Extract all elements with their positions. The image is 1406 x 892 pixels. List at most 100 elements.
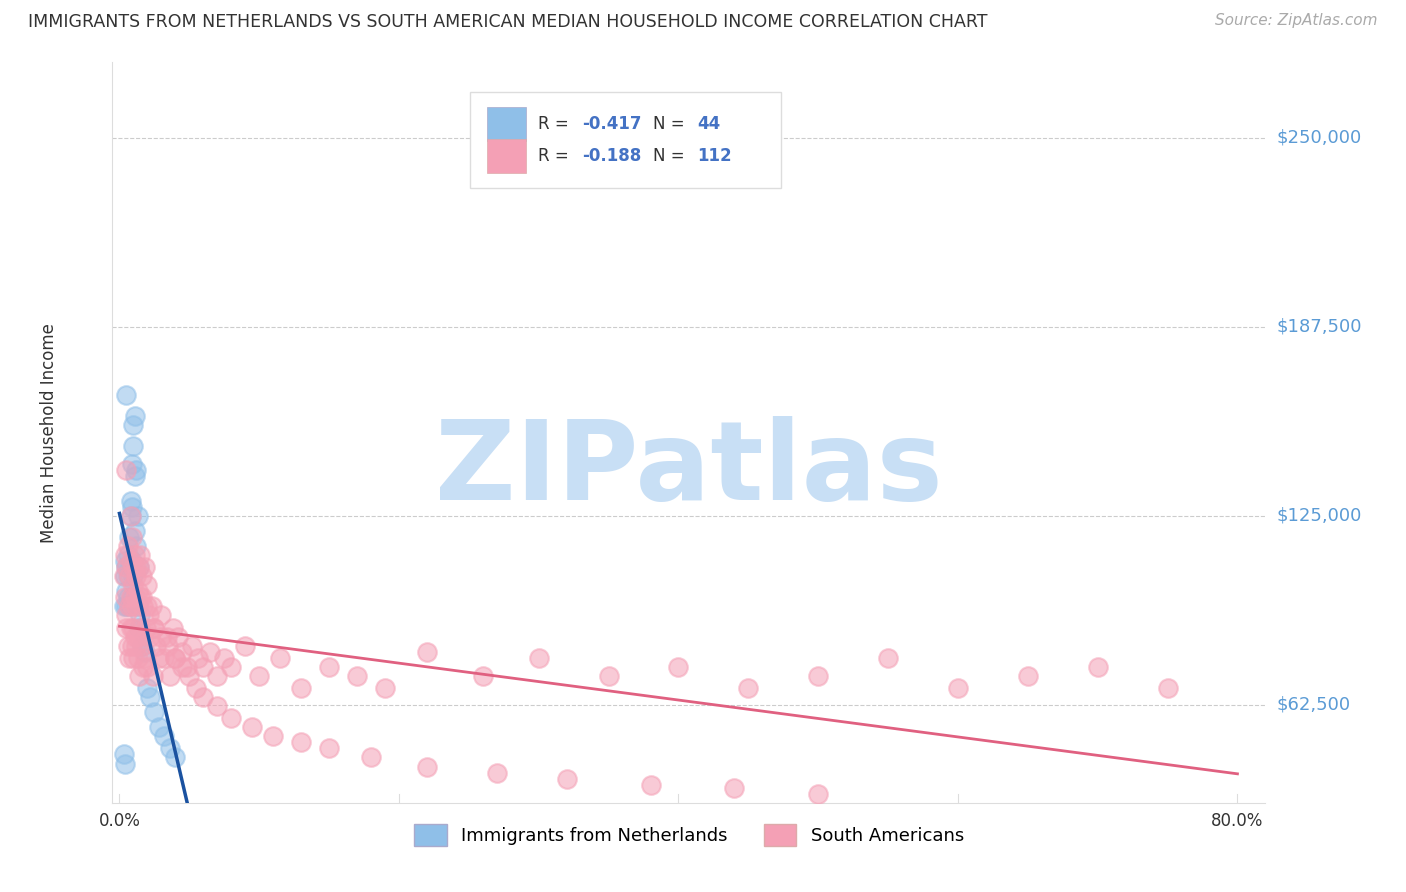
Point [118, 530, 141, 544]
Point [598, 669, 620, 683]
Point [136, 578, 159, 592]
Point [117, 591, 139, 605]
Point [120, 621, 142, 635]
Point [127, 650, 149, 665]
Point [176, 660, 198, 674]
Point [131, 639, 153, 653]
Point [121, 530, 143, 544]
Point [150, 608, 173, 623]
Point [346, 669, 368, 683]
Point [142, 669, 165, 683]
Point [118, 650, 141, 665]
Point [114, 569, 136, 583]
Point [416, 759, 439, 773]
Point [122, 650, 145, 665]
Point [128, 560, 150, 574]
Point [214, 650, 236, 665]
Point [114, 548, 136, 562]
Point [118, 569, 141, 583]
Text: $62,500: $62,500 [1277, 696, 1351, 714]
Point [117, 569, 139, 583]
Point [125, 539, 148, 553]
Point [129, 621, 152, 635]
Point [145, 639, 167, 653]
Point [555, 772, 578, 786]
Point [1156, 681, 1178, 695]
FancyBboxPatch shape [488, 107, 526, 141]
Point [162, 621, 184, 635]
Point [120, 591, 142, 605]
Text: N =: N = [654, 115, 690, 133]
Point [118, 599, 141, 614]
Point [128, 560, 150, 574]
Point [136, 660, 159, 674]
Legend: Immigrants from Netherlands, South Americans: Immigrants from Netherlands, South Ameri… [406, 816, 972, 853]
Point [172, 645, 194, 659]
Point [186, 681, 208, 695]
Point [114, 591, 136, 605]
Point [128, 621, 150, 635]
Point [148, 720, 170, 734]
Text: $250,000: $250,000 [1277, 129, 1362, 147]
Point [141, 599, 163, 614]
Point [115, 463, 138, 477]
Point [117, 639, 139, 653]
Point [115, 560, 138, 574]
Point [153, 729, 176, 743]
Point [122, 418, 145, 433]
Point [121, 458, 143, 472]
Point [148, 650, 170, 665]
Point [723, 780, 745, 795]
Point [132, 599, 155, 614]
Point [156, 630, 179, 644]
Point [115, 584, 138, 599]
Point [181, 639, 204, 653]
Point [125, 599, 148, 614]
Point [114, 554, 136, 568]
Point [159, 741, 181, 756]
Point [129, 591, 152, 605]
Text: N =: N = [654, 147, 690, 165]
Point [134, 650, 156, 665]
Text: $125,000: $125,000 [1277, 507, 1362, 524]
Point [120, 493, 142, 508]
Point [122, 578, 145, 592]
Point [134, 560, 156, 574]
Point [262, 729, 284, 743]
Point [115, 388, 138, 402]
Point [124, 469, 146, 483]
Point [131, 639, 153, 653]
Text: -0.188: -0.188 [582, 147, 641, 165]
Point [112, 747, 135, 762]
Point [136, 599, 159, 614]
Point [471, 669, 494, 683]
Point [219, 660, 242, 674]
Point [114, 756, 136, 771]
Point [129, 608, 152, 623]
Point [737, 681, 759, 695]
Point [668, 660, 690, 674]
Text: R =: R = [538, 115, 574, 133]
Point [112, 599, 135, 614]
Point [143, 705, 166, 719]
Point [115, 621, 138, 635]
Point [360, 750, 382, 764]
Point [143, 621, 166, 635]
Point [115, 599, 138, 614]
Point [150, 630, 173, 644]
Point [318, 660, 340, 674]
Point [120, 508, 142, 523]
Point [159, 669, 181, 683]
Point [187, 650, 209, 665]
Point [233, 639, 256, 653]
Text: 0.0%: 0.0% [98, 812, 141, 830]
Point [527, 650, 550, 665]
Point [807, 787, 830, 801]
Point [127, 599, 149, 614]
Text: ZIPatlas: ZIPatlas [434, 417, 943, 523]
Point [485, 765, 508, 780]
Point [139, 630, 162, 644]
Point [877, 650, 900, 665]
Text: 80.0%: 80.0% [1211, 812, 1264, 830]
Point [167, 630, 190, 644]
